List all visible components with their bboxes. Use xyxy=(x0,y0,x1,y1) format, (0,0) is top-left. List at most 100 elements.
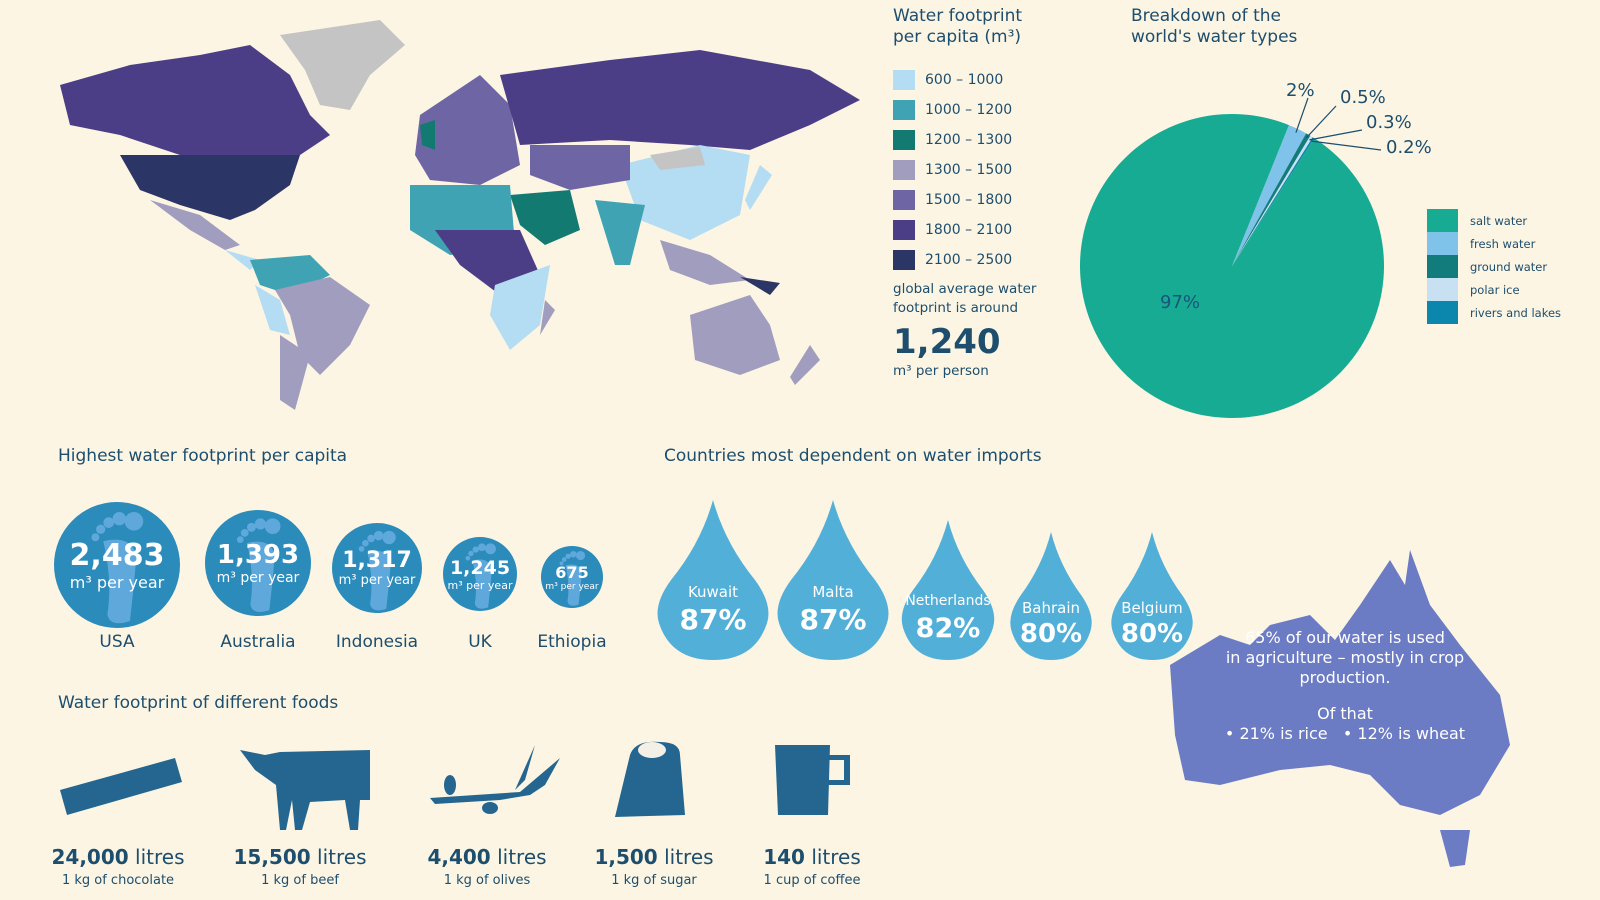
australia-map xyxy=(690,295,780,375)
map-legend-title-line2: per capita (m³) xyxy=(893,27,1022,47)
legend-swatch xyxy=(893,250,915,270)
legend-label: 1800 – 2100 xyxy=(925,222,1013,238)
legend-label: ground water xyxy=(1470,259,1548,274)
australia-line2: in agriculture – mostly in crop xyxy=(1225,648,1465,667)
pie-slice-polar-ice xyxy=(1232,135,1313,266)
global-average-text-2: footprint is around xyxy=(893,300,1019,316)
pie-legend-item: salt water xyxy=(1427,209,1527,232)
global-average-unit: m³ per person xyxy=(893,363,989,379)
drop-country: Kuwait xyxy=(687,583,739,602)
pie-legend-item: polar ice xyxy=(1427,278,1520,301)
footprint-unit: m³ per year xyxy=(216,570,300,586)
central-america xyxy=(225,250,260,270)
legend-swatch xyxy=(893,130,915,150)
food-amount-value: 1,500 xyxy=(594,845,658,869)
footprint-value: 1,393 xyxy=(216,540,300,570)
food-desc: 1 kg of beef xyxy=(261,873,339,888)
food-amount: 15,500 litres xyxy=(215,845,385,869)
pie-slice-salt-water xyxy=(1079,113,1384,418)
global-average: global average water footprint is around… xyxy=(893,280,1036,381)
food-item: 15,500 litres 1 kg of beef xyxy=(215,845,385,888)
footprint-unit: m³ per year xyxy=(545,581,599,592)
footprint-unit: m³ per year xyxy=(69,573,165,592)
legend-swatch xyxy=(893,190,915,210)
brazil xyxy=(275,277,370,375)
australia-line4: Of that xyxy=(1317,704,1373,723)
central-asia xyxy=(530,145,630,190)
southeast-asia xyxy=(660,240,750,285)
food-item: 1,500 litres 1 kg of sugar xyxy=(569,845,739,888)
footprint-value: 2,483 xyxy=(69,538,165,573)
footprint-circle: 1,245 m³ per year xyxy=(443,537,517,611)
footprint-unit: m³ per year xyxy=(338,573,416,588)
india xyxy=(595,200,645,265)
food-amount-unit: litres xyxy=(811,845,861,869)
imports-title: Countries most dependent on water import… xyxy=(664,446,1042,466)
southern-africa xyxy=(490,265,550,350)
footprint-title: Highest water footprint per capita xyxy=(58,446,348,466)
pie-slice-rivers-and-lakes xyxy=(1232,137,1315,266)
footprint-icon xyxy=(358,530,396,610)
chocolate-icon xyxy=(60,758,182,815)
food-desc: 1 cup of coffee xyxy=(763,873,861,888)
madagascar xyxy=(540,300,555,335)
map-legend-item: 1200 – 1300 xyxy=(893,130,1012,150)
peru-bolivia xyxy=(255,285,290,335)
legend-swatch xyxy=(893,220,915,240)
usa xyxy=(120,155,300,220)
australia-line5: • 21% is rice • 12% is wheat xyxy=(1224,724,1466,743)
drop-icon xyxy=(777,500,889,660)
water-drop: Malta 87% xyxy=(773,500,893,660)
legend-label: salt water xyxy=(1470,213,1528,228)
food-desc: 1 kg of chocolate xyxy=(61,873,175,888)
map-legend-item: 600 – 1000 xyxy=(893,70,1003,90)
food-item: 4,400 litres 1 kg of olives xyxy=(402,845,572,888)
pie-leader-line xyxy=(1309,129,1363,141)
pie-leader-line xyxy=(1311,140,1382,151)
water-drop: Belgium 80% xyxy=(1108,532,1196,660)
map-legend-item: 1800 – 2100 xyxy=(893,220,1012,240)
pie-title-line1: Breakdown of the xyxy=(1131,6,1281,26)
food-amount-value: 140 xyxy=(763,845,805,869)
footprint-icon xyxy=(465,543,496,609)
legend-label: 2100 – 2500 xyxy=(925,252,1013,268)
legend-label: polar ice xyxy=(1470,282,1520,297)
sugar-bag-icon xyxy=(615,741,685,817)
legend-label: 1500 – 1800 xyxy=(925,192,1013,208)
legend-label: 1200 – 1300 xyxy=(925,132,1013,148)
footprint-circle: 2,483 m³ per year xyxy=(54,502,180,628)
food-amount: 4,400 litres xyxy=(402,845,572,869)
footprint-unit: m³ per year xyxy=(447,578,513,592)
legend-swatch xyxy=(893,70,915,90)
drop-percent: 82% xyxy=(915,612,981,644)
footprint-circle: 1,317 m³ per year xyxy=(332,523,422,613)
mongolia xyxy=(650,147,705,170)
map-legend-item: 1500 – 1800 xyxy=(893,190,1012,210)
cow-icon xyxy=(240,750,370,830)
argentina xyxy=(280,335,310,410)
greenland xyxy=(280,20,405,110)
footprint-country: UK xyxy=(468,632,492,652)
russia xyxy=(500,50,860,150)
australia-line1: 65% of our water is used xyxy=(1245,628,1445,647)
legend-swatch xyxy=(893,100,915,120)
footprint-country: Ethiopia xyxy=(537,632,607,652)
pie-legend-item: fresh water xyxy=(1427,232,1535,255)
footprint-icon xyxy=(559,551,586,606)
footprint-icon xyxy=(91,512,144,624)
olive-branch-icon xyxy=(430,745,560,814)
global-average-value: 1,240 xyxy=(893,322,1001,362)
footprint-country: USA xyxy=(99,632,135,652)
legend-label: 1000 – 1200 xyxy=(925,102,1013,118)
legend-swatch xyxy=(1427,232,1458,255)
mexico xyxy=(150,200,240,250)
legend-label: 1300 – 1500 xyxy=(925,162,1013,178)
drop-country: Belgium xyxy=(1121,598,1183,617)
foods-title: Water footprint of different foods xyxy=(58,693,339,713)
map-legend-title-line1: Water footprint xyxy=(893,6,1023,26)
pie-title-line2: world's water types xyxy=(1131,27,1298,47)
australia-line3: production. xyxy=(1299,668,1391,687)
food-amount-unit: litres xyxy=(135,845,185,869)
australia-shape xyxy=(1170,550,1510,867)
pie-legend-item: ground water xyxy=(1427,255,1547,278)
